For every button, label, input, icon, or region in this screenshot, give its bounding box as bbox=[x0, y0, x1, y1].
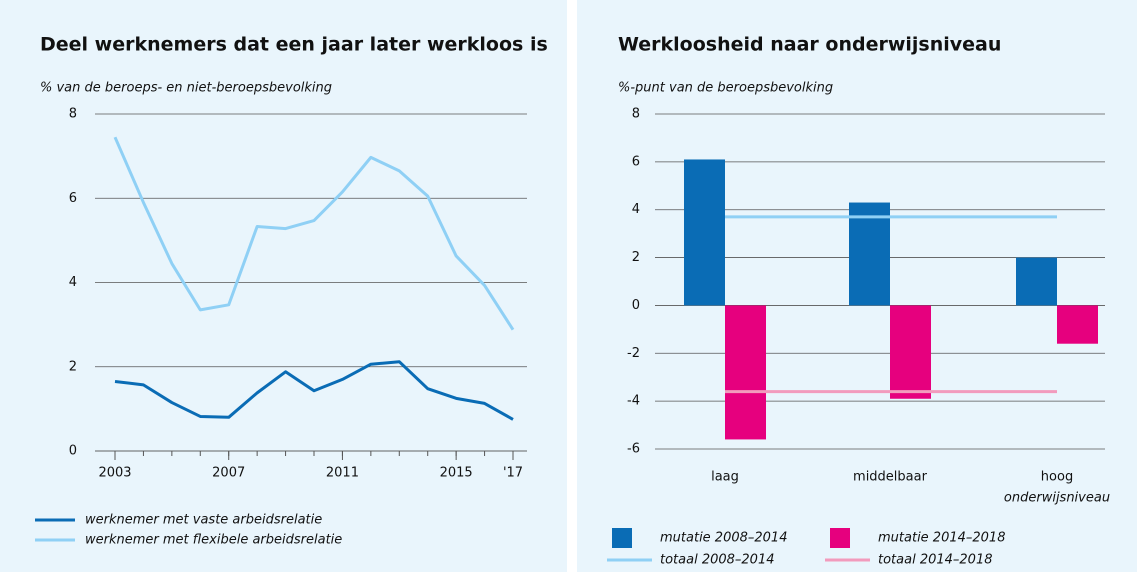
y-tick-label: 4 bbox=[69, 275, 77, 290]
y-tick-label: 0 bbox=[632, 298, 640, 313]
bar bbox=[849, 202, 890, 306]
bar bbox=[684, 159, 725, 306]
x-tick-label: '17 bbox=[503, 466, 523, 481]
legend-label: totaal 2014–2018 bbox=[878, 553, 993, 568]
x-tick-label: laag bbox=[711, 470, 739, 485]
y-tick-label: -2 bbox=[627, 346, 640, 361]
bar bbox=[890, 305, 931, 399]
legend-swatch bbox=[612, 528, 632, 548]
bar bbox=[1016, 257, 1057, 306]
legend-swatch bbox=[830, 528, 850, 548]
y-tick-label: -6 bbox=[627, 442, 640, 457]
y-tick-label: -4 bbox=[627, 394, 640, 409]
x-axis-label: onderwijsniveau bbox=[1004, 491, 1110, 506]
legend-label: mutatie 2014–2018 bbox=[878, 531, 1005, 546]
y-tick-label: 2 bbox=[632, 250, 640, 265]
y-tick-label: 8 bbox=[69, 107, 77, 122]
legend-label: werknemer met flexibele arbeidsrelatie bbox=[85, 533, 342, 548]
y-axis-label: % van de beroeps- en niet-beroepsbevolki… bbox=[40, 81, 332, 96]
panel bbox=[0, 0, 567, 572]
line-series bbox=[113, 136, 515, 331]
y-tick-label: 4 bbox=[632, 202, 640, 217]
legend-label: totaal 2008–2014 bbox=[660, 553, 775, 568]
line-series bbox=[114, 360, 514, 421]
y-tick-label: 6 bbox=[632, 154, 640, 169]
x-tick-label: 2015 bbox=[440, 466, 473, 481]
x-tick-label: 2007 bbox=[212, 466, 245, 481]
x-tick-label: hoog bbox=[1041, 470, 1073, 485]
x-tick-label: middelbaar bbox=[853, 470, 928, 485]
bar bbox=[725, 305, 766, 440]
y-axis-label: %-punt van de beroepsbevolking bbox=[618, 81, 833, 96]
y-tick-label: 8 bbox=[632, 107, 640, 122]
y-tick-label: 6 bbox=[69, 191, 77, 206]
bar bbox=[1057, 305, 1098, 344]
x-tick-label: 2011 bbox=[326, 466, 359, 481]
legend-label: mutatie 2008–2014 bbox=[660, 531, 787, 546]
y-tick-label: 0 bbox=[69, 444, 77, 459]
chart-title: Werkloosheid naar onderwijsniveau bbox=[618, 34, 1001, 56]
chart-title: Deel werknemers dat een jaar later werkl… bbox=[40, 34, 548, 56]
x-tick-label: 2003 bbox=[98, 466, 131, 481]
legend-label: werknemer met vaste arbeidsrelatie bbox=[85, 513, 322, 528]
y-tick-label: 2 bbox=[69, 359, 77, 374]
